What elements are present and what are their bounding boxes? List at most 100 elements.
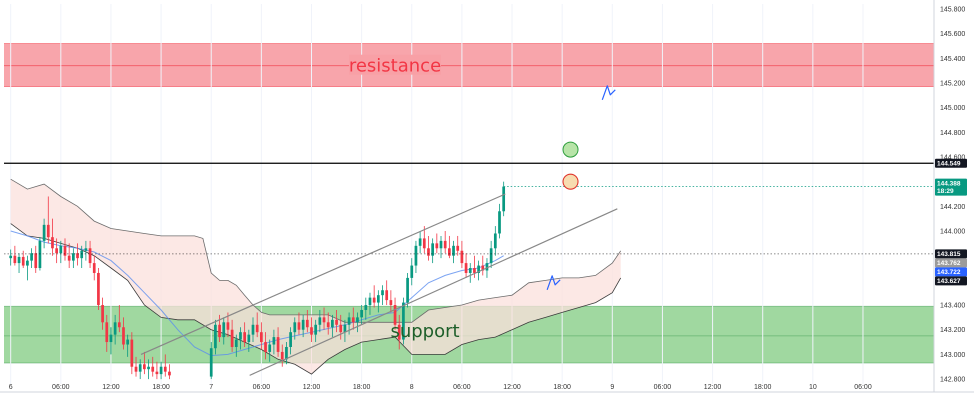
price-axis[interactable]: 145.800 145.600 145.400 145.200 145.000 144.8… [933, 0, 974, 400]
time-tick-label: 06:00 [253, 384, 271, 391]
candle-body [239, 332, 242, 340]
candle-body [243, 332, 247, 343]
candle-body [109, 334, 113, 343]
candle-body [439, 240, 443, 249]
candle-body [485, 263, 489, 271]
candle-body [21, 256, 25, 266]
candle-body [34, 253, 38, 269]
time-tick-label: 06:00 [453, 384, 471, 391]
cloud-fill [10, 179, 621, 375]
time-tick-label: 12:00 [102, 384, 120, 391]
price-tag-label: 143.627 [937, 278, 961, 285]
resistance-label-bg [349, 54, 441, 75]
time-tick-label: 12:00 [704, 384, 722, 391]
candle-body [226, 322, 230, 330]
time-tick-label: 12:00 [303, 384, 321, 391]
candle-body [209, 348, 213, 377]
price-tag-label: 143.762 [937, 260, 961, 267]
candle-body [122, 327, 125, 345]
pattern-arrow-lower [546, 275, 561, 291]
candle-body [443, 240, 447, 249]
candle-body [493, 233, 497, 249]
resistance-label: resistance [349, 56, 441, 77]
candle-body [331, 319, 334, 328]
candle-body [143, 364, 146, 370]
channel-upper-line [140, 193, 506, 355]
price-tag-label: 144.549 [937, 161, 961, 168]
candle-body [402, 302, 405, 340]
cloud-lower-line [10, 223, 622, 375]
candle-body [406, 277, 409, 303]
price-tag [935, 258, 967, 268]
candle-body [452, 245, 455, 256]
price-tick-label: 144.200 [940, 204, 965, 211]
candle-body [134, 366, 138, 372]
price-tag [935, 267, 967, 277]
price-tag [935, 158, 967, 168]
price-tag [935, 249, 967, 259]
candle-body [381, 290, 384, 296]
candle-body [255, 324, 259, 333]
countdown-label: 18:29 [937, 188, 954, 195]
pattern-arrow-upper [601, 85, 616, 101]
candle-body [159, 366, 163, 375]
candle-body [88, 248, 92, 264]
candle-body [222, 322, 226, 338]
candle-body [105, 322, 109, 343]
candle-body [481, 265, 485, 271]
candle-body [63, 245, 67, 256]
candle-body [247, 334, 251, 343]
price-tick-label: 144.000 [940, 229, 965, 236]
time-tick-label: 06:00 [854, 384, 872, 391]
candle-body [285, 346, 288, 360]
candle-body [376, 295, 380, 303]
candle-body [272, 337, 276, 345]
candles [9, 181, 506, 380]
candle-body [297, 322, 301, 330]
time-tick-label: 18:00 [553, 384, 571, 391]
candle-body [230, 329, 234, 347]
time-tick-label: 6 [9, 384, 13, 391]
price-tag-label: 143.815 [937, 251, 961, 258]
candle-body [326, 322, 330, 328]
candle-body [456, 245, 460, 251]
time-tick-label: 9 [610, 384, 614, 391]
candle-body [318, 317, 322, 325]
zone-labels: resistance support [349, 54, 460, 342]
candle-body [51, 237, 54, 249]
candle-body [293, 322, 297, 333]
candle-body [464, 263, 468, 273]
candle-body [17, 256, 21, 264]
candle-body [393, 305, 397, 325]
candle-body [13, 255, 17, 264]
candle-body [268, 344, 272, 352]
resistance-zone [4, 43, 934, 87]
candle-body [97, 272, 100, 306]
candle-body [322, 317, 326, 323]
drawings [4, 85, 934, 376]
time-axis[interactable]: 6 06:00 12:00 18:00 7 06:00 12:00 18:00 8 06:00 12… [0, 384, 974, 393]
candle-body [130, 339, 134, 367]
candle-body [76, 253, 79, 259]
candle-body [84, 248, 88, 251]
candle-body [418, 238, 422, 246]
candle-body [163, 366, 167, 372]
candle-body [214, 324, 217, 349]
candle-body [234, 339, 238, 347]
cloud-upper-line [10, 178, 622, 323]
candle-body [101, 305, 104, 323]
candle-body [473, 268, 476, 273]
candle-body [339, 324, 343, 333]
candle-body [92, 263, 96, 273]
candle-body [38, 240, 42, 269]
time-tick-label: 18:00 [353, 384, 371, 391]
channel-lower-line [249, 208, 618, 376]
candle-body [46, 224, 50, 238]
candle-body [385, 290, 389, 301]
candle-body [448, 248, 451, 256]
price-tick-label: 145.200 [940, 80, 965, 87]
candle-body [477, 265, 480, 273]
candle-body [489, 248, 493, 264]
candle-body [431, 243, 435, 256]
